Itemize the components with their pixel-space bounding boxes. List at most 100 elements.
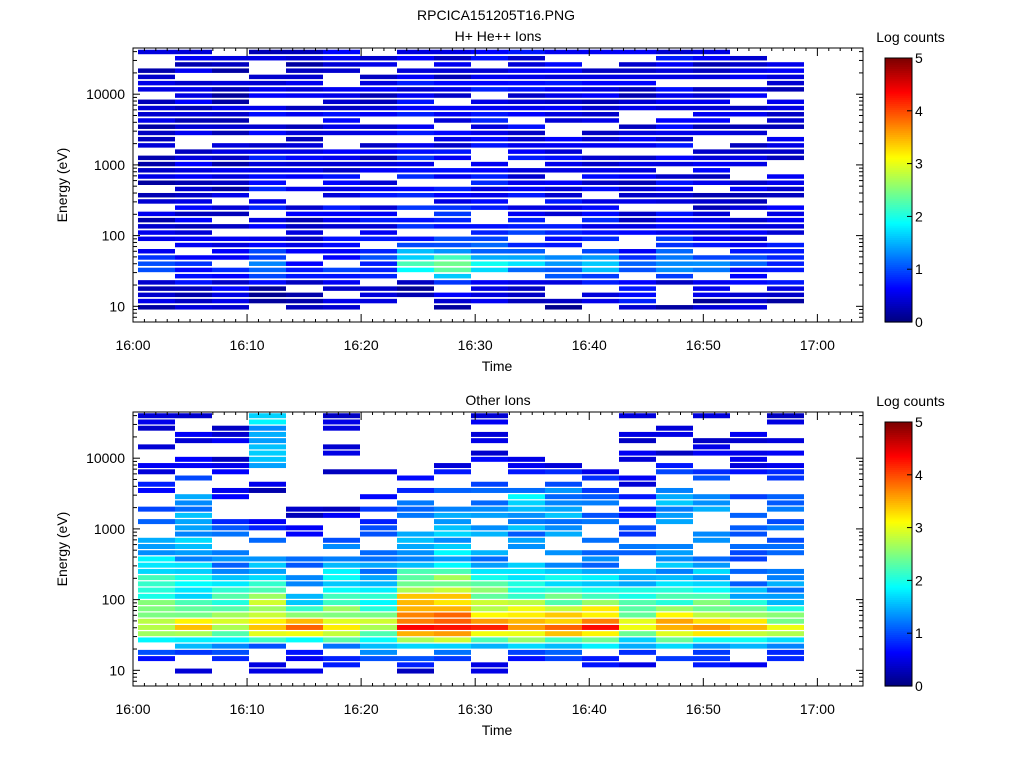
colorbar-segment: [885, 564, 912, 567]
colorbar-segment: [885, 448, 912, 452]
colorbar-segment: [885, 185, 912, 189]
colorbar-segment: [885, 130, 912, 133]
heatmap-cell: [397, 606, 434, 612]
heatmap-cell: [693, 631, 730, 637]
colorbar-segment: [885, 204, 912, 208]
heatmap-cell: [175, 494, 212, 500]
heatmap-cell: [656, 612, 693, 618]
colorbar-segment: [885, 231, 912, 234]
heatmap-cell: [693, 124, 730, 129]
colorbar-segment: [885, 159, 912, 162]
colorbar-segment: [885, 280, 912, 284]
heatmap-cell: [323, 267, 360, 273]
heatmap-cell: [360, 637, 397, 643]
y-tick-label: 10: [109, 662, 125, 678]
colorbar-segment: [885, 677, 912, 681]
heatmap-cell: [508, 74, 545, 80]
y-ticks: 10 100 1000 10000: [86, 51, 863, 323]
heatmap-cell: [767, 587, 804, 593]
heatmap-cell: [545, 255, 582, 260]
heatmap-cell: [619, 99, 656, 105]
heatmap-cell: [360, 519, 397, 525]
heatmap-cell: [249, 49, 286, 55]
heatmap-cell: [619, 130, 656, 136]
heatmap-cell: [212, 55, 249, 61]
heatmap-cell: [360, 74, 397, 80]
colorbar-segment: [885, 609, 912, 613]
heatmap-cell: [286, 305, 323, 310]
colorbar-segment: [885, 161, 912, 164]
y-tick-label: 10000: [86, 450, 125, 466]
heatmap-cell: [582, 249, 619, 254]
heatmap-cell: [693, 562, 730, 568]
heatmap-cell: [249, 606, 286, 612]
colorbar-segment: [885, 574, 912, 578]
heatmap-cell: [471, 298, 508, 304]
heatmap-cell: [545, 136, 582, 142]
heatmap-cell: [508, 631, 545, 637]
colorbar-segment: [885, 167, 912, 170]
heatmap-cell: [212, 205, 249, 210]
heatmap-cell: [212, 112, 249, 117]
heatmap-cell: [249, 298, 286, 304]
heatmap-cell: [471, 236, 508, 242]
heatmap-cell: [175, 438, 212, 444]
heatmap-cell: [730, 612, 767, 618]
heatmap-cell: [508, 286, 545, 291]
heatmap-cell: [138, 211, 175, 217]
heatmap-cell: [730, 643, 767, 649]
heatmap-cell: [508, 643, 545, 649]
colorbar-tick-label: 0: [915, 314, 923, 330]
heatmap-cell: [212, 186, 249, 192]
heatmap-cell: [545, 87, 582, 92]
heatmap-cell: [360, 87, 397, 92]
x-tick-label: 16:00: [115, 337, 150, 353]
heatmap-cell: [286, 575, 323, 581]
heatmap-cell: [323, 298, 360, 304]
heatmap-cell: [582, 211, 619, 217]
heatmap-cell: [693, 593, 730, 599]
heatmap-cell: [323, 217, 360, 223]
heatmap-cell: [508, 87, 545, 92]
heatmap-cell: [471, 286, 508, 291]
heatmap-cell: [767, 606, 804, 612]
colorbar-segment: [885, 624, 912, 627]
heatmap-cell: [212, 531, 249, 537]
heatmap-cell: [212, 192, 249, 198]
heatmap-cell: [471, 568, 508, 574]
heatmap-cell: [508, 519, 545, 525]
heatmap-cell: [619, 68, 656, 73]
heatmap-cell: [545, 469, 582, 475]
heatmap-cell: [767, 581, 804, 587]
heatmap-cell: [249, 556, 286, 562]
heatmap-cell: [619, 413, 656, 419]
heatmap-cell: [249, 487, 286, 493]
heatmap-cell: [212, 105, 249, 111]
heatmap-cell: [730, 637, 767, 643]
heatmap-cell: [249, 425, 286, 431]
heatmap-cell: [138, 581, 175, 587]
heatmap-cell: [545, 99, 582, 105]
heatmap-cell: [730, 62, 767, 67]
colorbar-segment: [885, 636, 912, 640]
colorbar-segment: [885, 568, 912, 572]
colorbar-segment: [885, 142, 912, 146]
heatmap-cell: [175, 593, 212, 599]
colorbar-segment: [885, 192, 912, 195]
heatmap-cell: [545, 155, 582, 161]
heatmap-cell: [397, 105, 434, 111]
heatmap-cell: [138, 506, 175, 512]
colorbar-segment: [885, 422, 912, 425]
heatmap-cell: [471, 481, 508, 487]
heatmap-cell: [471, 600, 508, 606]
heatmap-cell: [730, 544, 767, 549]
heatmap-cell: [360, 149, 397, 154]
heatmap-cell: [286, 161, 323, 167]
heatmap-cell: [434, 298, 471, 304]
heatmap-cell: [508, 136, 545, 142]
heatmap-cell: [360, 255, 397, 260]
heatmap-cell: [693, 450, 730, 456]
heatmap-cell: [508, 487, 545, 493]
colorbar-segment: [885, 642, 912, 646]
heatmap-cell: [471, 562, 508, 568]
